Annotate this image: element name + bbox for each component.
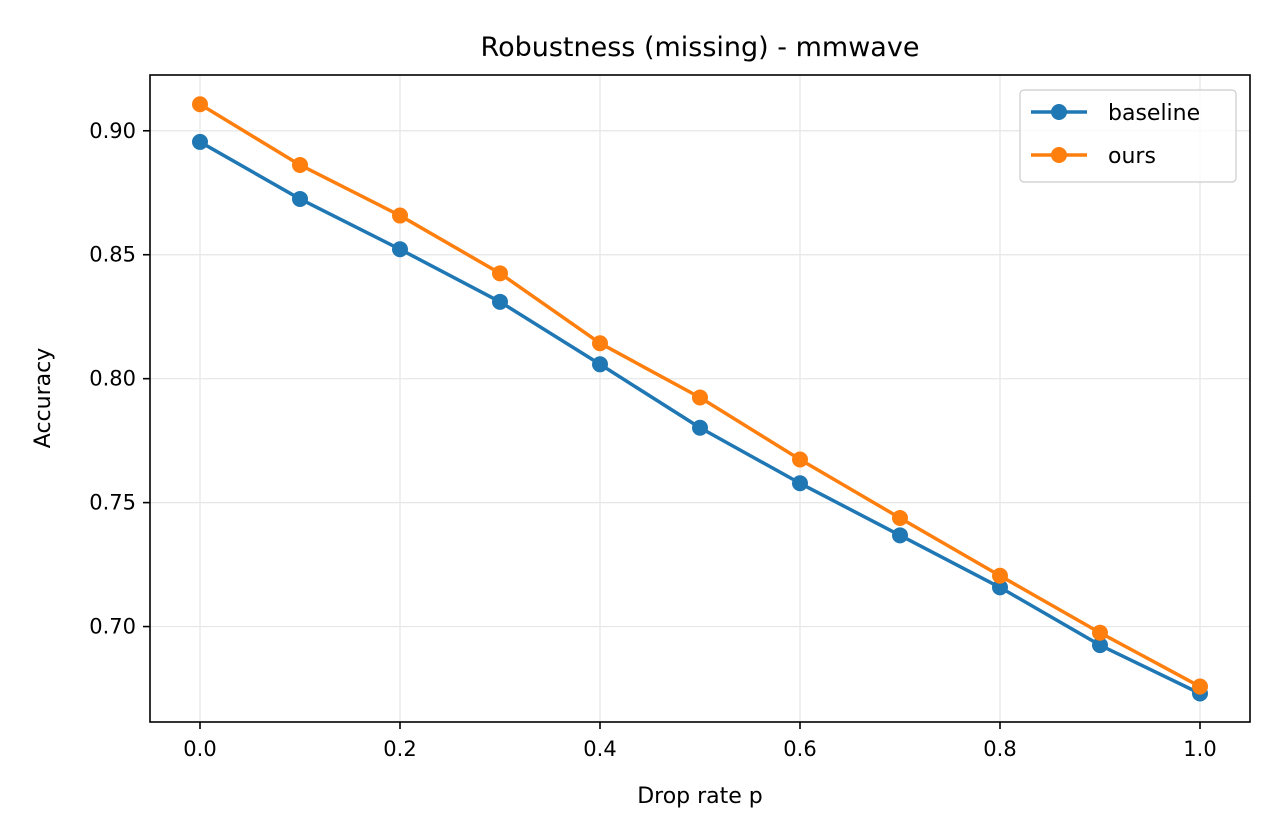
- x-axis-label: Drop rate p: [637, 784, 763, 809]
- x-tick-label: 0.6: [783, 737, 816, 761]
- data-point-ours: [292, 156, 308, 173]
- data-point-ours: [192, 96, 208, 113]
- chart-title: Robustness (missing) - mmwave: [481, 32, 920, 63]
- plot-frame: [149, 74, 1251, 723]
- legend-marker-baseline: [1051, 104, 1067, 120]
- data-point-baseline: [192, 133, 208, 150]
- data-point-baseline: [992, 579, 1008, 596]
- data-point-ours: [692, 389, 708, 406]
- legend: baseline ours: [1019, 89, 1237, 183]
- y-axis-label: Accuracy: [31, 348, 56, 448]
- data-point-ours: [892, 509, 908, 526]
- x-tick-label: 0.4: [583, 737, 616, 761]
- legend-label-ours: ours: [1108, 144, 1156, 169]
- data-point-baseline: [392, 241, 408, 258]
- x-tick-label: 0.8: [983, 737, 1016, 761]
- data-point-baseline: [792, 475, 808, 492]
- data-point-ours: [492, 265, 508, 282]
- x-tick-label: 0.2: [383, 737, 416, 761]
- data-point-baseline: [292, 190, 308, 207]
- data-point-ours: [1192, 678, 1208, 695]
- data-point-baseline: [892, 527, 908, 544]
- y-tick-label: 0.90: [89, 119, 136, 143]
- data-point-ours: [592, 335, 608, 352]
- axis-ticks: 0.0 0.2 0.4 0.6 0.8 1.0 0.70 0.75 0.80 0.85 0.90: [89, 119, 1216, 761]
- y-tick-label: 0.80: [89, 367, 136, 391]
- series-line-baseline: [199, 140, 1201, 696]
- x-tick-label: 1.0: [1183, 737, 1216, 761]
- data-point-ours: [792, 451, 808, 468]
- grid: [150, 75, 1250, 722]
- y-tick-label: 0.75: [89, 491, 136, 515]
- series-baseline: [192, 133, 1208, 702]
- data-point-ours: [1092, 624, 1108, 641]
- data-point-baseline: [692, 419, 708, 436]
- series-ours: [192, 96, 1208, 695]
- data-point-baseline: [492, 293, 508, 310]
- x-tick-label: 0.0: [183, 737, 216, 761]
- y-tick-label: 0.70: [89, 615, 136, 639]
- data-point-ours: [392, 207, 408, 224]
- data-point-ours: [992, 567, 1008, 584]
- legend-marker-ours: [1051, 147, 1067, 163]
- series-layer: [192, 96, 1208, 702]
- legend-label-baseline: baseline: [1108, 101, 1200, 126]
- data-point-baseline: [1092, 637, 1108, 654]
- data-point-baseline: [592, 356, 608, 373]
- y-tick-label: 0.85: [89, 243, 136, 267]
